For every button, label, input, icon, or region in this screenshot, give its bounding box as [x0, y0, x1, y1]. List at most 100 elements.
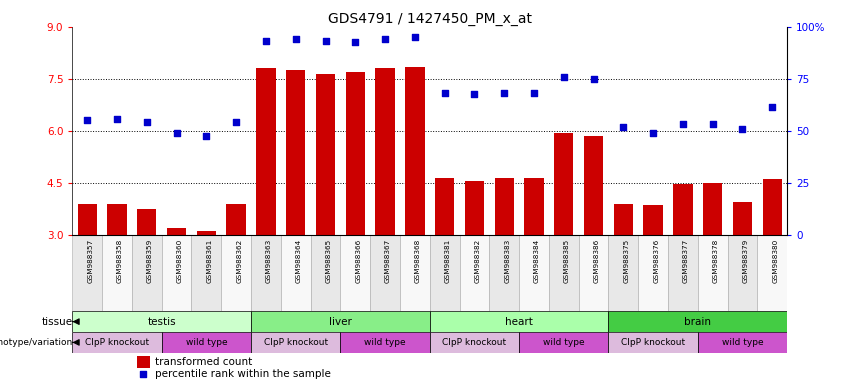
Point	[646, 129, 660, 136]
Bar	[489, 235, 519, 311]
Text: GSM988358: GSM988358	[117, 238, 123, 283]
Text: ClpP knockout: ClpP knockout	[443, 338, 506, 347]
Bar	[346, 72, 365, 235]
Text: GSM988363: GSM988363	[266, 238, 272, 283]
Bar	[435, 177, 454, 235]
Text: GSM988361: GSM988361	[206, 238, 213, 283]
Bar	[107, 204, 127, 235]
Bar	[494, 177, 514, 235]
Text: GSM988375: GSM988375	[623, 238, 630, 283]
Text: GSM988360: GSM988360	[177, 238, 183, 283]
Bar	[608, 332, 698, 353]
Title: GDS4791 / 1427450_PM_x_at: GDS4791 / 1427450_PM_x_at	[328, 12, 532, 26]
Bar	[256, 68, 276, 235]
Bar	[132, 235, 162, 311]
Bar	[72, 235, 102, 311]
Point	[136, 371, 150, 377]
Bar	[251, 332, 340, 353]
Text: GSM988380: GSM988380	[772, 238, 779, 283]
Text: GSM988362: GSM988362	[237, 238, 243, 283]
Point	[468, 91, 482, 98]
Bar	[668, 235, 698, 311]
Bar	[102, 235, 132, 311]
Text: GSM988382: GSM988382	[475, 238, 481, 283]
Bar	[430, 311, 608, 332]
Bar	[316, 74, 335, 235]
Bar	[340, 332, 430, 353]
Text: wild type: wild type	[364, 338, 406, 347]
Text: ClpP knockout: ClpP knockout	[264, 338, 328, 347]
Bar	[191, 235, 221, 311]
Bar	[167, 228, 186, 235]
Text: GSM988377: GSM988377	[683, 238, 689, 283]
Bar	[762, 179, 782, 235]
Bar	[137, 356, 150, 368]
Point	[705, 121, 719, 127]
Bar	[698, 235, 728, 311]
Text: ClpP knockout: ClpP knockout	[621, 338, 685, 347]
Bar	[281, 235, 311, 311]
Point	[378, 36, 391, 42]
Bar	[221, 235, 251, 311]
Point	[438, 89, 452, 96]
Text: GSM988381: GSM988381	[445, 238, 451, 283]
Bar	[72, 332, 162, 353]
Text: percentile rank within the sample: percentile rank within the sample	[155, 369, 330, 379]
Bar	[703, 183, 722, 235]
Text: heart: heart	[505, 317, 533, 327]
Point	[408, 34, 422, 40]
Text: transformed count: transformed count	[155, 357, 252, 367]
Text: testis: testis	[147, 317, 176, 327]
Text: GSM988365: GSM988365	[325, 238, 332, 283]
Text: GSM988378: GSM988378	[712, 238, 719, 283]
Point	[80, 118, 94, 124]
Bar	[340, 235, 370, 311]
Text: GSM988368: GSM988368	[415, 238, 421, 283]
Text: tissue: tissue	[42, 317, 72, 327]
Bar	[72, 311, 251, 332]
Bar	[519, 332, 608, 353]
Bar	[465, 181, 484, 235]
Point	[259, 38, 272, 44]
Bar	[673, 184, 693, 235]
Text: wild type: wild type	[543, 338, 585, 347]
Text: GSM988384: GSM988384	[534, 238, 540, 283]
Text: GSM988383: GSM988383	[504, 238, 511, 283]
Bar	[430, 235, 460, 311]
Bar	[137, 209, 157, 235]
Bar	[77, 204, 97, 235]
Bar	[162, 332, 251, 353]
Point	[527, 89, 541, 96]
Text: GSM988386: GSM988386	[594, 238, 600, 283]
Text: ClpP knockout: ClpP knockout	[85, 338, 149, 347]
Text: GSM988379: GSM988379	[742, 238, 749, 283]
Text: GSM988364: GSM988364	[296, 238, 302, 283]
Bar	[524, 177, 544, 235]
Point	[289, 36, 303, 42]
Text: GSM988376: GSM988376	[653, 238, 660, 283]
Bar	[614, 204, 633, 235]
Point	[735, 126, 749, 132]
Point	[587, 76, 601, 82]
Text: GSM988359: GSM988359	[147, 238, 153, 283]
Bar	[460, 235, 489, 311]
Bar	[519, 235, 549, 311]
Bar	[733, 202, 752, 235]
Bar	[698, 332, 787, 353]
Bar	[549, 235, 579, 311]
Bar	[286, 70, 306, 235]
Point	[199, 133, 213, 139]
Bar	[757, 235, 787, 311]
Bar	[311, 235, 340, 311]
Text: GSM988366: GSM988366	[356, 238, 362, 283]
Text: wild type: wild type	[722, 338, 763, 347]
Point	[170, 129, 184, 136]
Point	[349, 40, 363, 46]
Bar	[638, 235, 668, 311]
Text: brain: brain	[684, 317, 711, 327]
Text: GSM988357: GSM988357	[88, 238, 94, 283]
Point	[676, 121, 689, 127]
Bar	[197, 231, 216, 235]
Text: liver: liver	[329, 317, 351, 327]
Bar	[643, 205, 663, 235]
